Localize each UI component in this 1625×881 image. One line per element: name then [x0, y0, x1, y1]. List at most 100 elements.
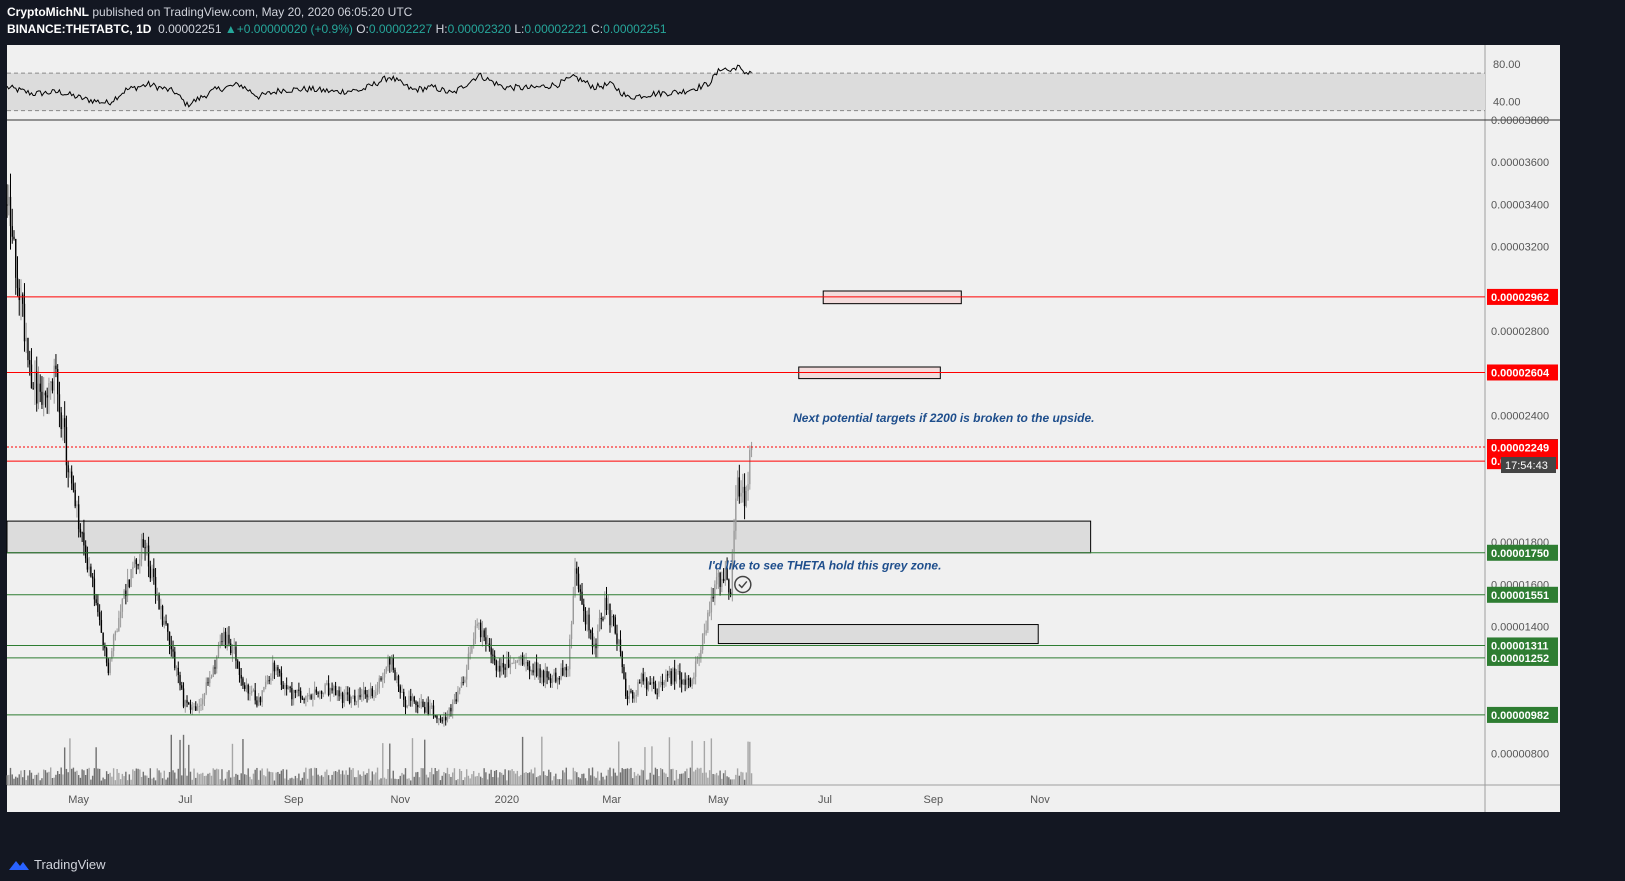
volume-bar	[621, 768, 623, 785]
candle-body	[259, 697, 262, 703]
symbol-label[interactable]: BINANCE:THETABTC, 1D	[7, 22, 152, 36]
volume-bar	[397, 779, 400, 785]
volume-bar	[364, 774, 366, 785]
candle-body	[299, 690, 302, 699]
candle-body	[724, 567, 727, 582]
volume-bar	[431, 767, 433, 785]
level-price-tag	[1487, 706, 1558, 723]
candle-body	[632, 691, 634, 699]
price-axis[interactable]	[1485, 45, 1560, 812]
candle-body	[237, 660, 239, 668]
volume-bar	[383, 777, 386, 785]
volume-bar	[284, 778, 286, 785]
candle-body	[98, 612, 101, 620]
candle-body	[226, 634, 228, 648]
volume-bar	[476, 776, 478, 785]
candle-body	[647, 682, 650, 690]
volume-bar	[15, 776, 17, 785]
volume-bar	[586, 780, 588, 785]
candle-body	[635, 694, 637, 696]
candle-body	[387, 656, 389, 668]
candle-body	[673, 668, 676, 682]
volume-bar	[630, 767, 632, 785]
volume-bar	[336, 771, 339, 785]
candle-body	[273, 662, 276, 672]
volume-bar	[471, 774, 473, 785]
volume-bar	[74, 771, 76, 785]
author-name[interactable]: CryptoMichNL	[7, 5, 89, 19]
candle-body	[93, 578, 96, 600]
volume-bar	[590, 775, 592, 785]
candle-body	[392, 657, 394, 670]
candle-body	[486, 643, 489, 645]
candle-body	[485, 637, 487, 645]
volume-bar	[46, 772, 48, 785]
candle-body	[228, 634, 230, 644]
volume-bar	[486, 779, 489, 785]
volume-bar	[574, 771, 576, 785]
volume-bar	[230, 777, 232, 785]
volume-bar	[165, 779, 167, 785]
volume-bar	[591, 767, 594, 785]
volume-bar	[532, 773, 534, 785]
candle-body	[284, 684, 286, 689]
candle-body	[380, 678, 382, 680]
volume-bar	[434, 768, 436, 785]
candle-body	[642, 673, 644, 682]
volume-bar	[41, 778, 43, 785]
chart-annotation[interactable]: I'd like to see THETA hold this grey zon…	[709, 559, 942, 573]
candle-body	[569, 638, 571, 670]
marker-price-label: 0.00002249	[1491, 442, 1549, 454]
volume-bar	[703, 741, 706, 785]
volume-bar	[23, 770, 26, 785]
candle-body	[74, 490, 76, 507]
candle-body	[417, 705, 419, 708]
candle-body	[530, 670, 533, 672]
candle-body	[257, 697, 260, 706]
candle-body	[334, 685, 337, 696]
volume-bar	[635, 775, 637, 785]
candle-body	[153, 568, 155, 577]
candle-body	[188, 702, 190, 705]
volume-bar	[193, 768, 195, 785]
candle-body	[684, 679, 686, 685]
candle-body	[240, 675, 242, 679]
volume-bar	[410, 780, 412, 785]
volume-bar	[263, 775, 265, 785]
volume-bar	[668, 737, 671, 785]
tradingview-brand[interactable]: TradingView	[34, 857, 106, 872]
volume-bar	[20, 770, 22, 785]
price-chart[interactable]: 80.00 40.00 0.00003800 0.00003600 0.00003400…	[0, 42, 1625, 849]
candle-body	[174, 651, 176, 668]
candle-body	[102, 632, 104, 646]
candle-body	[500, 662, 503, 672]
tradingview-logo-icon[interactable]	[8, 857, 30, 873]
volume-bar	[198, 774, 200, 785]
volume-bar	[584, 778, 587, 785]
chart-annotation[interactable]: Next potential targets if 2200 is broken…	[793, 411, 1094, 425]
candle-body	[88, 566, 90, 570]
volume-bar	[156, 768, 159, 785]
check-circle-icon[interactable]	[734, 575, 752, 594]
candle-body	[336, 690, 339, 696]
volume-bar	[506, 780, 508, 785]
volume-bar	[121, 773, 124, 785]
volume-bar	[277, 771, 279, 785]
close-label: C:	[591, 22, 604, 36]
candle-body	[39, 383, 41, 392]
candle-body	[310, 695, 312, 699]
volume-bar	[125, 771, 127, 785]
candle-body	[116, 631, 118, 633]
volume-bar	[132, 769, 134, 785]
candle-body	[509, 663, 512, 668]
candle-body	[738, 477, 741, 497]
main-pane[interactable]	[7, 120, 1485, 785]
candle-body	[331, 688, 333, 691]
candle-body	[399, 686, 401, 693]
volume-bar	[355, 777, 358, 785]
volume-bar	[233, 776, 235, 785]
volume-bar	[595, 777, 597, 785]
price-tick-label: 0.00000800	[1491, 748, 1549, 760]
volume-bar	[275, 772, 277, 785]
volume-bar	[126, 780, 129, 785]
